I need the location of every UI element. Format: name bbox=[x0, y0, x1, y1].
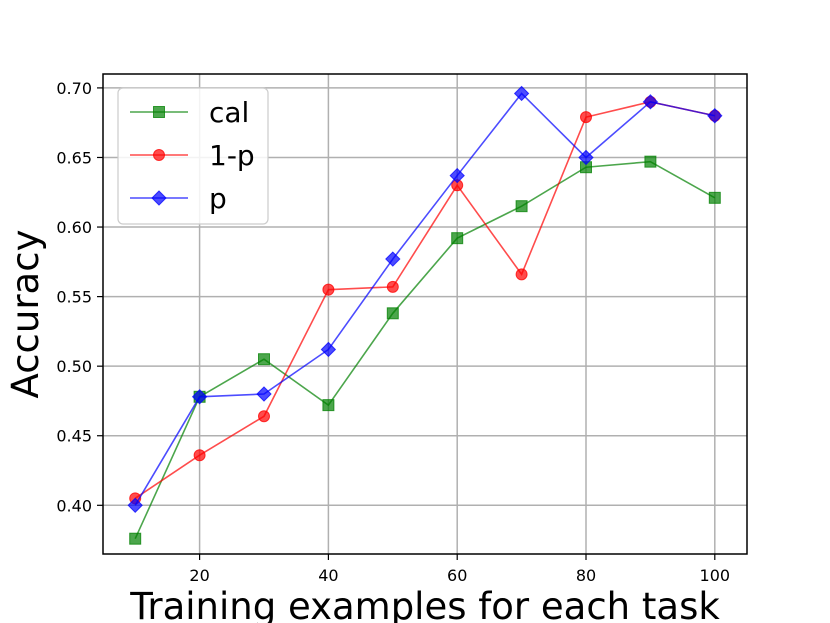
data-point-cal bbox=[386, 307, 399, 320]
x-axis-label: Training examples for each task bbox=[129, 585, 720, 623]
y-tick-label: 0.50 bbox=[56, 357, 92, 376]
data-point-1-p bbox=[193, 449, 206, 462]
legend-item-p: p bbox=[130, 182, 227, 215]
data-point-p bbox=[449, 167, 465, 184]
x-tick-label: 20 bbox=[189, 566, 209, 585]
data-point-1-p bbox=[258, 410, 270, 423]
y-tick-label: 0.70 bbox=[56, 79, 92, 98]
x-tick-label: 60 bbox=[447, 566, 467, 585]
legend-label-p: p bbox=[209, 182, 227, 215]
data-point-p bbox=[707, 108, 723, 124]
data-point-p bbox=[578, 149, 594, 166]
data-point-p bbox=[191, 389, 208, 405]
data-point-p bbox=[320, 341, 337, 358]
series-line-p bbox=[134, 92, 715, 506]
axis-ticks: 20 40 60 80 100 0.40 0.45 0.50 0.55 0.60 0.65 0.70 bbox=[56, 79, 730, 585]
series-lines bbox=[127, 85, 723, 545]
plot-frame bbox=[102, 73, 748, 555]
legend-marker-p bbox=[151, 190, 167, 206]
data-point-cal bbox=[129, 532, 142, 545]
legend-box bbox=[117, 87, 269, 225]
legend-marker-cal bbox=[153, 106, 165, 118]
legend-item-cal: cal bbox=[130, 96, 249, 129]
data-point-cal bbox=[515, 200, 528, 213]
y-tick-label: 0.65 bbox=[56, 148, 92, 167]
legend-label-cal: cal bbox=[209, 96, 249, 129]
x-tick-label: 40 bbox=[318, 566, 338, 585]
y-tick-label: 0.55 bbox=[56, 288, 92, 307]
data-point-cal bbox=[644, 155, 657, 168]
legend-marker-1-p bbox=[153, 149, 165, 161]
data-point-cal bbox=[258, 353, 270, 366]
data-point-p bbox=[256, 386, 272, 402]
data-point-1-p bbox=[515, 268, 528, 281]
data-point-p bbox=[642, 94, 659, 110]
data-point-cal bbox=[322, 399, 335, 412]
data-point-p bbox=[127, 497, 143, 514]
series-p bbox=[127, 85, 723, 514]
legend-item-1-p: 1-p bbox=[130, 139, 255, 172]
series-line-1-p bbox=[134, 101, 715, 500]
y-tick-label: 0.60 bbox=[56, 218, 92, 237]
series-cal bbox=[129, 155, 721, 545]
x-tick-label: 80 bbox=[576, 566, 596, 585]
x-tick-label: 100 bbox=[700, 566, 731, 585]
data-point-1-p bbox=[580, 111, 592, 124]
y-axis-label: Accuracy bbox=[4, 230, 47, 399]
data-point-p bbox=[513, 85, 530, 102]
y-tick-label: 0.45 bbox=[56, 427, 92, 446]
data-point-cal bbox=[708, 191, 721, 204]
series-line-cal bbox=[134, 160, 716, 540]
data-point-1-p bbox=[322, 283, 335, 296]
legend-label-1-p: 1-p bbox=[209, 139, 255, 172]
data-point-cal bbox=[451, 232, 464, 245]
data-point-p bbox=[385, 251, 401, 267]
data-point-1-p bbox=[386, 280, 399, 293]
legend: cal 1-p p bbox=[117, 87, 269, 225]
y-tick-label: 0.40 bbox=[56, 496, 92, 515]
